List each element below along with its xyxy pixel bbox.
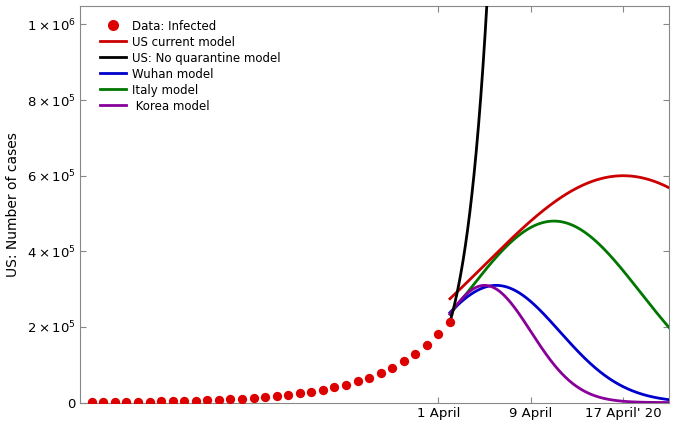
Point — [167, 398, 178, 405]
Point — [387, 364, 398, 371]
Point — [190, 397, 201, 404]
Point — [341, 381, 352, 388]
Point — [433, 331, 443, 338]
Point — [121, 398, 132, 405]
Point — [98, 399, 109, 406]
Point — [133, 398, 144, 405]
Point — [294, 390, 305, 397]
Point — [202, 397, 213, 403]
Legend: Data: Infected, US current model, US: No quarantine model, Wuhan model, Italy mo: Data: Infected, US current model, US: No… — [98, 17, 284, 115]
Point — [283, 391, 294, 398]
Point — [237, 395, 248, 402]
Y-axis label: US: Number of cases: US: Number of cases — [5, 132, 20, 276]
Point — [260, 394, 271, 400]
Point — [445, 319, 456, 325]
Point — [421, 342, 432, 348]
Point — [375, 370, 386, 377]
Point — [179, 397, 190, 404]
Point — [144, 398, 155, 405]
Point — [213, 396, 224, 403]
Point — [317, 386, 328, 393]
Point — [306, 389, 317, 395]
Point — [86, 399, 97, 406]
Point — [109, 399, 120, 406]
Point — [156, 398, 167, 405]
Point — [225, 396, 236, 403]
Point — [329, 384, 340, 391]
Point — [364, 374, 375, 381]
Point — [271, 393, 282, 400]
Point — [352, 378, 363, 385]
Point — [248, 394, 259, 401]
Point — [410, 350, 421, 357]
Point — [398, 358, 409, 365]
